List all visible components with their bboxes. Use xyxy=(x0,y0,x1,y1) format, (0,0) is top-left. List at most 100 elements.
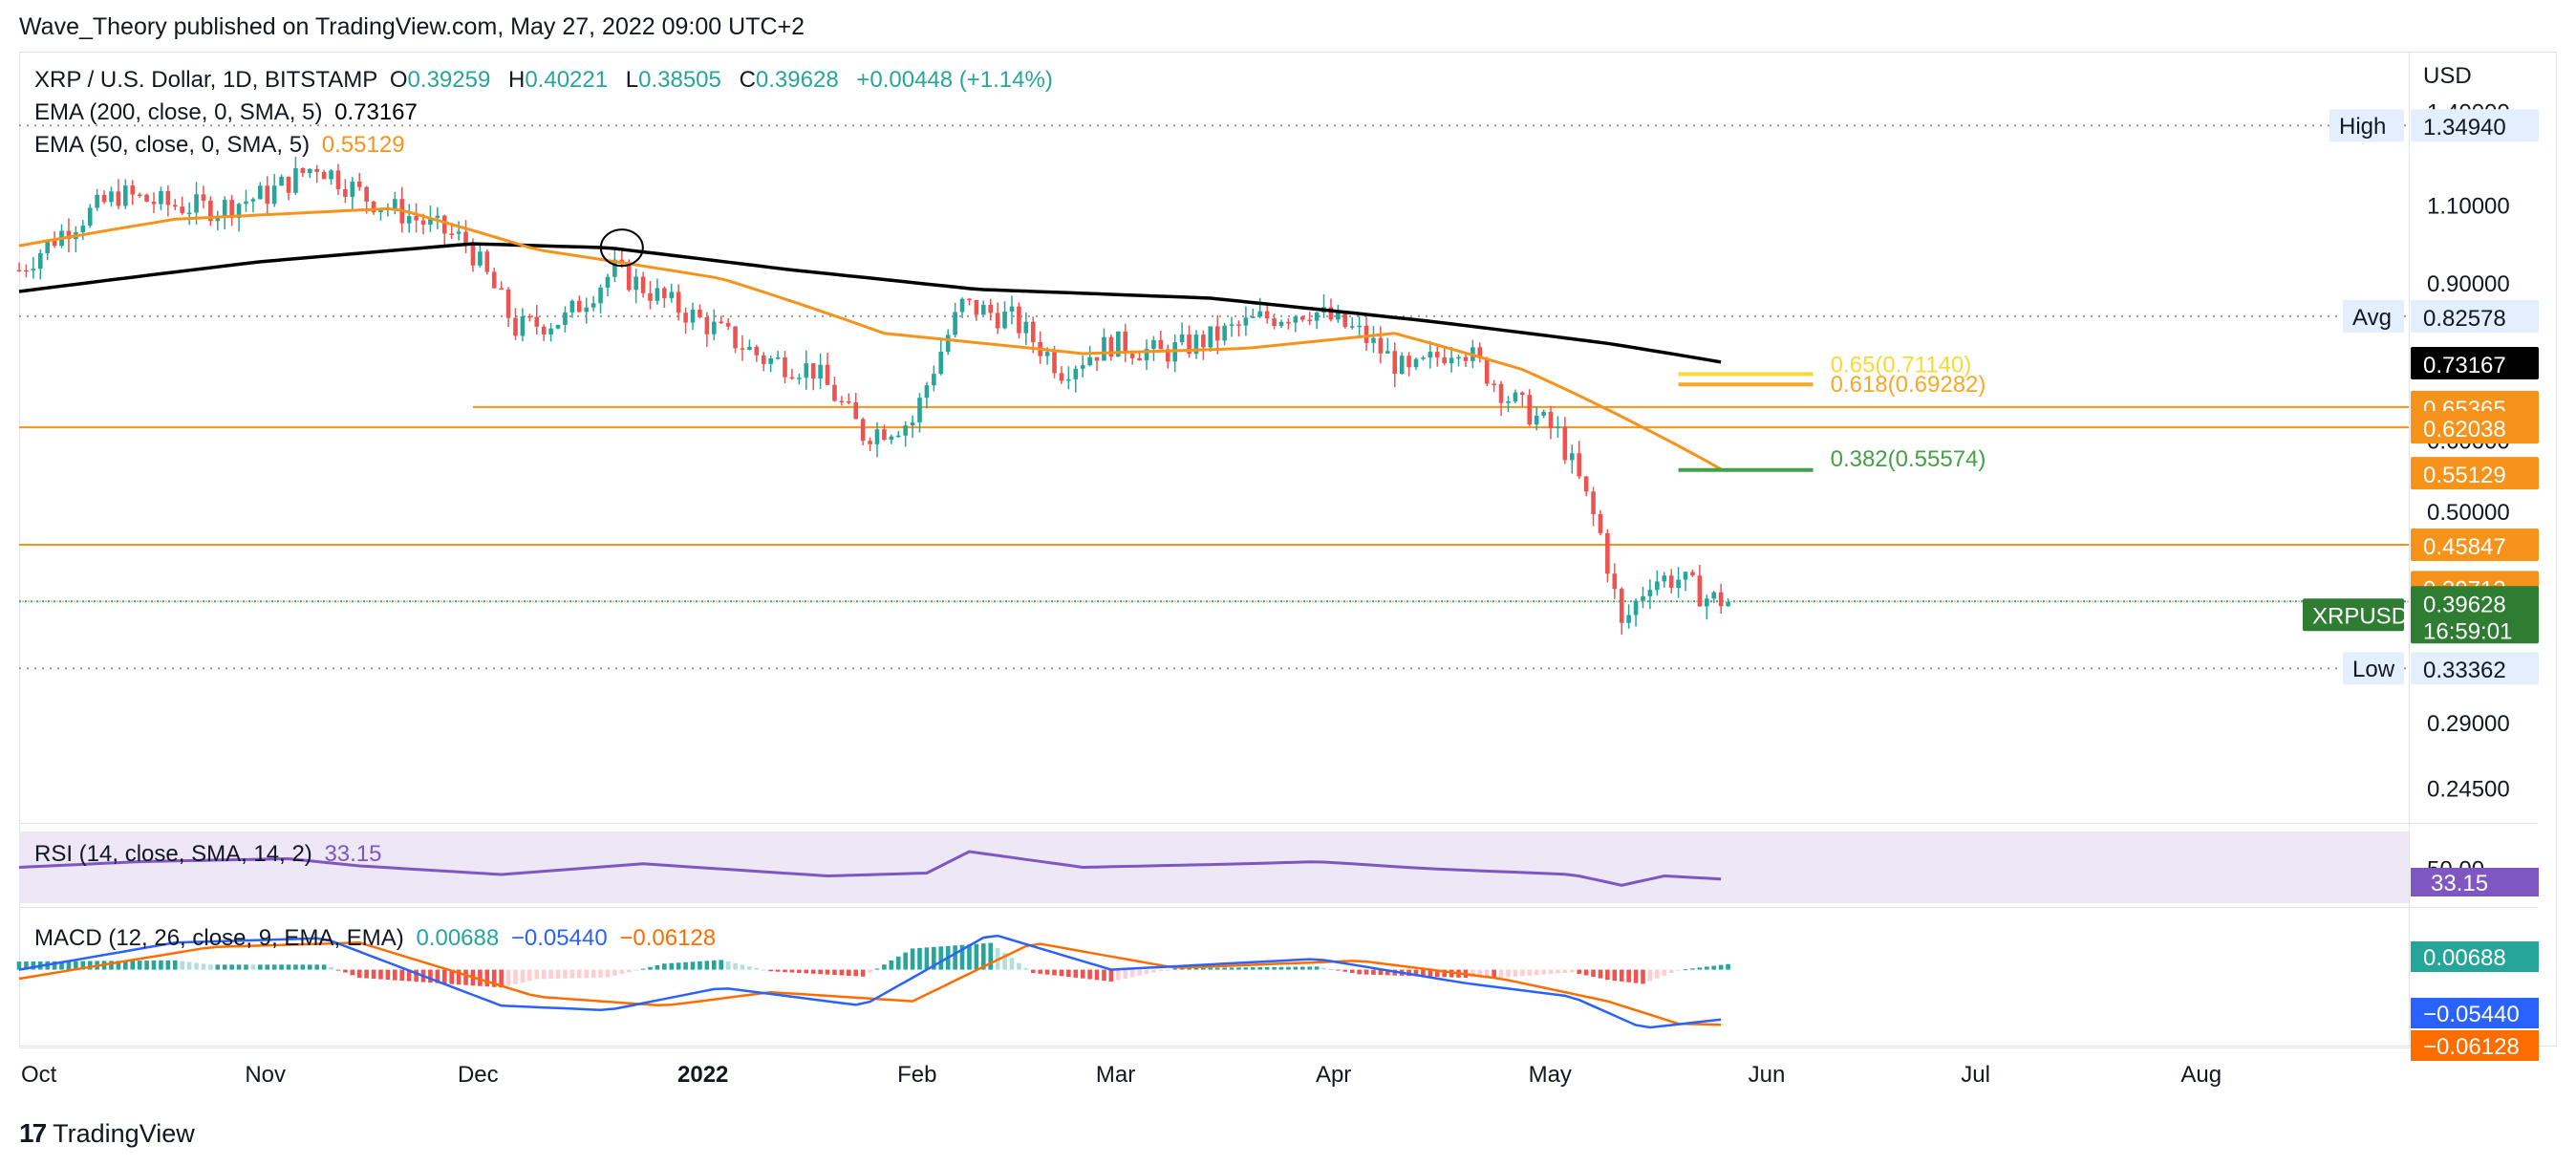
candle-body[interactable] xyxy=(924,385,930,399)
candle-body[interactable] xyxy=(1434,352,1440,357)
candle-body[interactable] xyxy=(66,230,72,240)
candle-body[interactable] xyxy=(1272,318,1277,326)
candle-body[interactable] xyxy=(775,357,781,359)
candle-body[interactable] xyxy=(1009,306,1015,312)
candle-body[interactable] xyxy=(1342,312,1348,328)
candle-body[interactable] xyxy=(874,429,880,444)
candle-body[interactable] xyxy=(16,270,22,272)
candle-body[interactable] xyxy=(1030,321,1036,342)
candle-body[interactable] xyxy=(981,304,986,315)
candle-body[interactable] xyxy=(917,398,922,422)
candle-body[interactable] xyxy=(1548,411,1554,428)
candle-body[interactable] xyxy=(1052,352,1057,374)
candle-body[interactable] xyxy=(683,313,688,323)
candle-body[interactable] xyxy=(1094,356,1100,361)
candle-body[interactable] xyxy=(1633,600,1639,615)
candle-body[interactable] xyxy=(1442,356,1447,364)
candle-body[interactable] xyxy=(470,243,476,266)
candle-body[interactable] xyxy=(109,191,114,203)
candle-body[interactable] xyxy=(1498,383,1504,403)
candle-body[interactable] xyxy=(818,364,823,379)
candle-body[interactable] xyxy=(563,312,568,325)
candle-body[interactable] xyxy=(414,216,419,221)
candle-body[interactable] xyxy=(314,168,319,172)
candle-body[interactable] xyxy=(130,185,136,195)
candle-body[interactable] xyxy=(895,435,901,438)
candle-body[interactable] xyxy=(1257,311,1263,317)
candle-body[interactable] xyxy=(1073,368,1079,379)
candle-body[interactable] xyxy=(797,378,802,379)
candle-body[interactable] xyxy=(626,262,632,291)
candle-body[interactable] xyxy=(165,190,171,205)
candle-body[interactable] xyxy=(24,270,29,272)
candle-body[interactable] xyxy=(1492,383,1496,385)
candle-body[interactable] xyxy=(676,292,681,313)
candle-body[interactable] xyxy=(123,185,128,206)
candle-body[interactable] xyxy=(967,298,972,301)
candle-body[interactable] xyxy=(1229,324,1234,326)
rsi-badge[interactable] xyxy=(2411,868,2539,896)
candle-body[interactable] xyxy=(1520,392,1525,396)
candle-body[interactable] xyxy=(974,299,979,315)
candle-body[interactable] xyxy=(186,212,192,214)
price-badge-5[interactable] xyxy=(2411,457,2539,490)
candle-body[interactable] xyxy=(569,300,575,313)
candle-body[interactable] xyxy=(932,374,936,386)
macd-legend[interactable]: MACD (12, 26, close, 9, EMA, EMA) 0.0068… xyxy=(34,925,721,952)
price-badge-2[interactable] xyxy=(2411,347,2539,380)
candle-body[interactable] xyxy=(740,348,745,350)
candle-body[interactable] xyxy=(1017,306,1021,334)
rsi-line[interactable] xyxy=(18,850,1722,887)
candle-body[interactable] xyxy=(1357,325,1362,328)
candle-body[interactable] xyxy=(733,326,738,349)
candle-body[interactable] xyxy=(1612,573,1618,590)
macd-signal-line[interactable] xyxy=(18,941,1722,1026)
candle-body[interactable] xyxy=(1129,354,1135,358)
candle-body[interactable] xyxy=(1463,356,1469,361)
candle-body[interactable] xyxy=(1477,347,1483,359)
candle-body[interactable] xyxy=(1293,316,1299,323)
candle-body[interactable] xyxy=(1087,356,1092,366)
price-badge-0[interactable] xyxy=(2411,109,2539,142)
candle-body[interactable] xyxy=(95,194,99,208)
candle-body[interactable] xyxy=(612,259,617,277)
candle-body[interactable] xyxy=(1371,337,1376,343)
candle-body[interactable] xyxy=(244,201,248,205)
candle-body[interactable] xyxy=(420,220,426,226)
candle-body[interactable] xyxy=(329,170,333,180)
candle-body[interactable] xyxy=(959,298,965,313)
candle-body[interactable] xyxy=(1243,317,1249,326)
candle-body[interactable] xyxy=(1251,316,1256,318)
candle-body[interactable] xyxy=(1193,335,1199,355)
candle-body[interactable] xyxy=(1556,426,1560,429)
candle-body[interactable] xyxy=(988,304,994,313)
candle-body[interactable] xyxy=(868,441,872,444)
candle-body[interactable] xyxy=(250,199,256,202)
candle-body[interactable] xyxy=(810,363,816,379)
candle-body[interactable] xyxy=(555,324,561,329)
candle-body[interactable] xyxy=(1158,339,1164,350)
candle-body[interactable] xyxy=(87,207,93,227)
candle-body[interactable] xyxy=(1506,400,1511,403)
candle-body[interactable] xyxy=(491,271,497,289)
candle-body[interactable] xyxy=(1378,337,1384,354)
candle-body[interactable] xyxy=(1619,589,1624,623)
candle-body[interactable] xyxy=(1598,513,1603,533)
candle-body[interactable] xyxy=(37,252,43,270)
candle-body[interactable] xyxy=(1421,357,1426,359)
candle-body[interactable] xyxy=(201,194,206,201)
candle-body[interactable] xyxy=(860,419,866,442)
candle-body[interactable] xyxy=(1428,352,1433,358)
candle-body[interactable] xyxy=(655,288,660,301)
candle-body[interactable] xyxy=(1392,351,1398,375)
candle-body[interactable] xyxy=(393,199,397,209)
candle-body[interactable] xyxy=(1080,365,1085,369)
candle-body[interactable] xyxy=(548,328,553,335)
candle-body[interactable] xyxy=(1513,392,1518,401)
candle-body[interactable] xyxy=(194,194,199,213)
candle-body[interactable] xyxy=(1527,395,1533,425)
candle-body[interactable] xyxy=(1278,321,1284,326)
candle-body[interactable] xyxy=(534,316,540,327)
candle-body[interactable] xyxy=(151,201,157,205)
